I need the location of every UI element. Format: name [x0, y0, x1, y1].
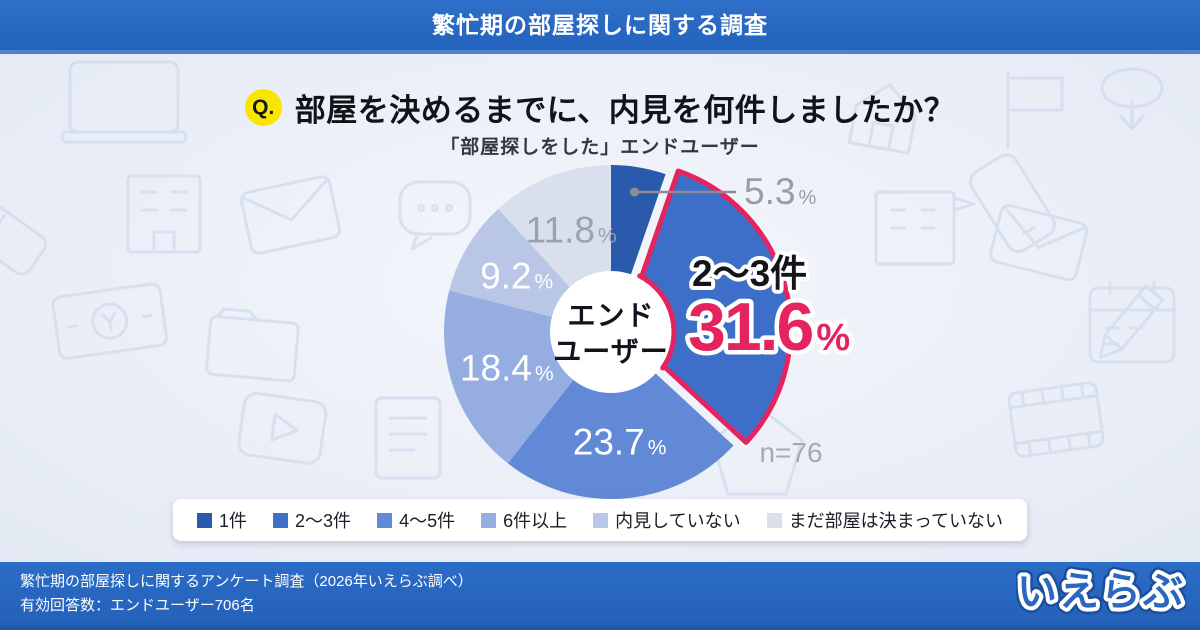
content-area: Q. 部屋を決めるまでに、内見を何件しましたか？ 「部屋探しをした」エンドユーザ… — [0, 54, 1200, 562]
question-subtitle: 「部屋探しをした」エンドユーザー — [440, 137, 760, 158]
slice-percent-label: 23.7% — [573, 422, 667, 463]
slice-percent-label: 9.2% — [480, 255, 553, 296]
legend-swatch — [377, 512, 393, 528]
legend-item: 内見していない — [593, 507, 741, 533]
question-title: 部屋を決めるまでに、内見を何件しましたか？ — [294, 93, 956, 128]
legend-item: 2〜3件 — [273, 507, 351, 533]
highlight-callout-value: 31.6% — [688, 289, 849, 365]
legend-item: 6件以上 — [481, 507, 567, 533]
pie-slice-4〜5件 — [507, 332, 734, 499]
question-row: Q. 部屋を決めるまでに、内見を何件しましたか？ — [0, 85, 1200, 130]
svg-text:いえらぶ: いえらぶ — [1017, 570, 1185, 614]
legend-label: 内見していない — [615, 511, 741, 531]
source-line-1: 繁忙期の部屋探しに関するアンケート調査（2026年いえらぶ調べ） — [20, 573, 473, 590]
legend-label: 6件以上 — [503, 511, 568, 531]
source-note: 繁忙期の部屋探しに関するアンケート調査（2026年いえらぶ調べ） 有効回答数：エ… — [20, 570, 473, 618]
pie-slice-highlighted-2〜3件 — [621, 168, 794, 445]
legend-label: 4〜5件 — [399, 511, 456, 531]
header-bar: 繁忙期の部屋探しに関する調査 — [0, 0, 1200, 54]
svg-text:いえらぶ: いえらぶ — [1017, 570, 1185, 614]
svg-text:いえらぶ: いえらぶ — [1017, 570, 1185, 614]
question-badge: Q. — [244, 89, 282, 126]
brand-logo: いえらぶ いえらぶ いえらぶ — [1011, 563, 1190, 624]
legend-item: 1件 — [197, 507, 247, 533]
legend: 1件 2〜3件 4〜5件 6件以上 内見していない まだ部屋は決まっていない — [173, 499, 1027, 541]
sample-size-note: n=76 — [759, 437, 822, 468]
slice-percent-label: 18.4% — [460, 347, 554, 388]
donut-center-circle — [550, 271, 672, 393]
legend-item: まだ部屋は決まっていない — [766, 507, 1003, 533]
legend-swatch — [593, 512, 609, 528]
legend-swatch — [766, 512, 782, 528]
legend-item: 4〜5件 — [377, 507, 455, 533]
highlight-inner-arc — [637, 273, 677, 371]
brand-logo-svg: いえらぶ いえらぶ いえらぶ — [1011, 564, 1190, 621]
legend-swatch — [197, 512, 213, 528]
highlight-callout-label: 2〜3件 — [692, 253, 807, 294]
slice-percent-label: 11.8% — [526, 209, 617, 250]
legend-label: 2〜3件 — [295, 511, 352, 531]
source-line-2: 有効回答数：エンドユーザー706名 — [20, 597, 255, 614]
donut-center-label: エンドユーザー — [553, 300, 668, 367]
page-title: 繁忙期の部屋探しに関する調査 — [432, 12, 768, 38]
legend-swatch — [481, 512, 497, 528]
legend-label: 1件 — [219, 511, 248, 531]
footer-bar: 繁忙期の部屋探しに関するアンケート調査（2026年いえらぶ調べ） 有効回答数：エ… — [0, 562, 1200, 630]
legend-label: まだ部屋は決まっていない — [788, 511, 1003, 531]
legend-swatch — [273, 512, 289, 528]
slice-percent-label-leader: 5.3% — [744, 171, 816, 212]
